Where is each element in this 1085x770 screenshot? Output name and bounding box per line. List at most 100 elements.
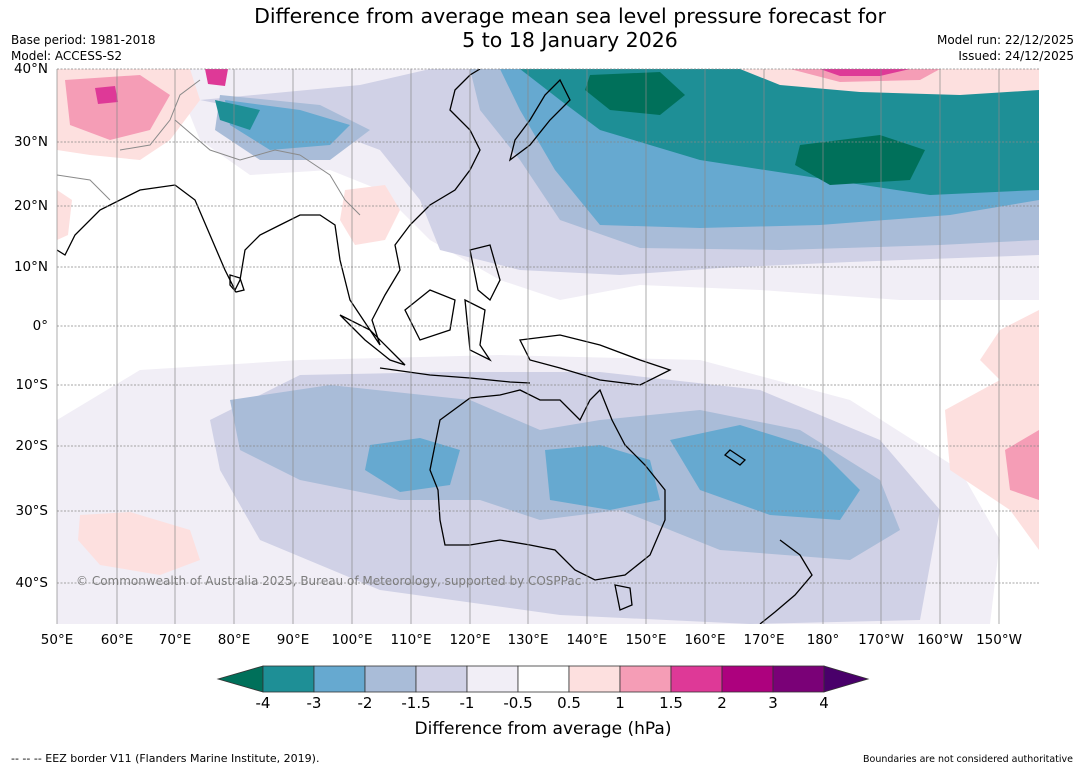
band-minus-2-w-aus	[365, 438, 460, 492]
colorbar-tick: -2	[357, 694, 373, 712]
colorbar-bin-plus-15	[670, 665, 723, 693]
model-run: Model run: 22/12/2025	[936, 33, 1074, 47]
colorbar-tick: -1.5	[401, 694, 431, 712]
lon-label: 170°E	[743, 632, 785, 648]
copyright-notice: © Commonwealth of Australia 2025, Bureau…	[76, 574, 582, 588]
colorbar-bin-minus-3	[313, 665, 366, 693]
band-minus-4-pacific	[795, 135, 925, 185]
graticule	[56, 68, 1039, 624]
band-plus-15-tibet	[205, 69, 228, 86]
colorbar-tick: 0.5	[557, 694, 581, 712]
anomaly-field	[57, 69, 1039, 624]
colorbar-label: Difference from average (hPa)	[414, 719, 672, 739]
colorbar-tick: 3	[768, 694, 778, 712]
lon-label: 160°W	[917, 632, 963, 648]
colorbar-extend-max	[823, 665, 870, 693]
sumatra-coast	[339, 314, 406, 366]
colorbar	[216, 665, 870, 693]
band-plus-15-asia	[95, 86, 118, 104]
lat-label: 40°S	[15, 575, 49, 591]
border-arabia	[57, 174, 111, 201]
band-minus-4-japan	[585, 72, 685, 115]
colorbar-tick: 2	[717, 694, 727, 712]
colorbar-bin-minus-1	[466, 665, 519, 693]
lon-label: 70°E	[158, 632, 192, 648]
eez-note: -- -- -- EEZ border V11 (Flanders Marine…	[11, 752, 320, 765]
lon-label: 150°W	[976, 632, 1022, 648]
tasmania-coast	[614, 584, 633, 611]
border-west-asia	[119, 79, 201, 151]
coastlines	[57, 69, 813, 624]
band-minus-2-tasman	[670, 425, 860, 520]
meta-right: Model run: 22/12/2025 Issued: 24/12/2025	[937, 32, 1074, 64]
lat-label: 10°S	[15, 377, 49, 393]
colorbar-bin-plus-1	[619, 665, 672, 693]
colorbar-tick: -4	[255, 694, 271, 712]
country-borders	[57, 79, 361, 216]
colorbar-tick: -0.5	[503, 694, 533, 712]
lon-label: 120°E	[449, 632, 491, 648]
border-himalaya	[174, 119, 301, 161]
band-minus-2-c-aus	[545, 445, 660, 510]
lon-label: 180°	[806, 632, 840, 648]
colorbar-tick: -1	[459, 694, 475, 712]
band-minus-3-asia	[215, 100, 260, 130]
colorbar-extend-min	[216, 665, 264, 693]
band-plus-05-north	[740, 69, 1039, 95]
lon-label: 160°E	[684, 632, 726, 648]
borneo-coast	[404, 289, 456, 341]
sulawesi-coast	[464, 298, 492, 362]
colorbar-tick: 1	[615, 694, 625, 712]
australia-coast	[429, 388, 666, 581]
lat-label: 10°N	[13, 259, 48, 275]
colorbar-tick: 4	[819, 694, 829, 712]
lon-label: 60°E	[100, 632, 134, 648]
colorbar-tick: 1.5	[659, 694, 683, 712]
band-plus-05-south-indian	[78, 512, 200, 575]
lon-label: 80°E	[217, 632, 251, 648]
colorbar-bin-plus-3	[772, 665, 825, 693]
new-guinea-coast	[519, 334, 672, 386]
lon-label: 140°E	[566, 632, 608, 648]
colorbar-bin-neutral	[517, 665, 570, 693]
lon-label: 150°E	[625, 632, 667, 648]
band-plus-15-north	[820, 69, 910, 76]
lat-label: 30°N	[13, 134, 48, 150]
lon-label: 110°E	[390, 632, 432, 648]
boundary-note: Boundaries are not considered authoritat…	[863, 754, 1073, 765]
band-plus-1-east	[1005, 430, 1039, 500]
new-zealand-coast	[759, 539, 813, 624]
sri-lanka-coast	[229, 274, 245, 293]
colorbar-bin-plus-2	[721, 665, 774, 693]
meta-left: Base period: 1981-2018 Model: ACCESS-S2	[11, 32, 156, 64]
band-plus-1-asia	[65, 75, 170, 140]
band-plus-05-arabia	[57, 190, 72, 240]
colorbar-bin-minus-2	[364, 665, 417, 693]
chart-title: Difference from average mean sea level p…	[200, 4, 940, 52]
border-indochina	[299, 154, 361, 216]
lat-label: 40°N	[13, 61, 48, 77]
lat-label: 0°	[32, 318, 48, 334]
colorbar-bin-minus-4	[262, 665, 315, 693]
colorbar-bin-minus-15	[415, 665, 468, 693]
colorbar-tick: -3	[306, 694, 322, 712]
philippines-coast	[469, 244, 501, 302]
lon-label: 100°E	[331, 632, 373, 648]
lon-label: 50°E	[40, 632, 74, 648]
issued-date: Issued: 24/12/2025	[958, 49, 1074, 63]
model-name: Model: ACCESS-S2	[11, 49, 123, 63]
asia-coast	[57, 69, 481, 346]
lon-label: 90°E	[276, 632, 310, 648]
lat-label: 30°S	[15, 503, 49, 519]
colorbar-bin-plus-05	[568, 665, 621, 693]
lat-label: 20°S	[15, 438, 49, 454]
band-plus-05-indochina	[340, 185, 400, 245]
lon-label: 130°E	[507, 632, 549, 648]
lon-label: 170°W	[858, 632, 904, 648]
title-line-2: 5 to 18 January 2026	[462, 28, 678, 52]
japan-coast	[508, 78, 571, 162]
new-caledonia-coast	[723, 449, 747, 466]
lat-label: 20°N	[13, 198, 48, 214]
title-line-1: Difference from average mean sea level p…	[254, 4, 886, 28]
